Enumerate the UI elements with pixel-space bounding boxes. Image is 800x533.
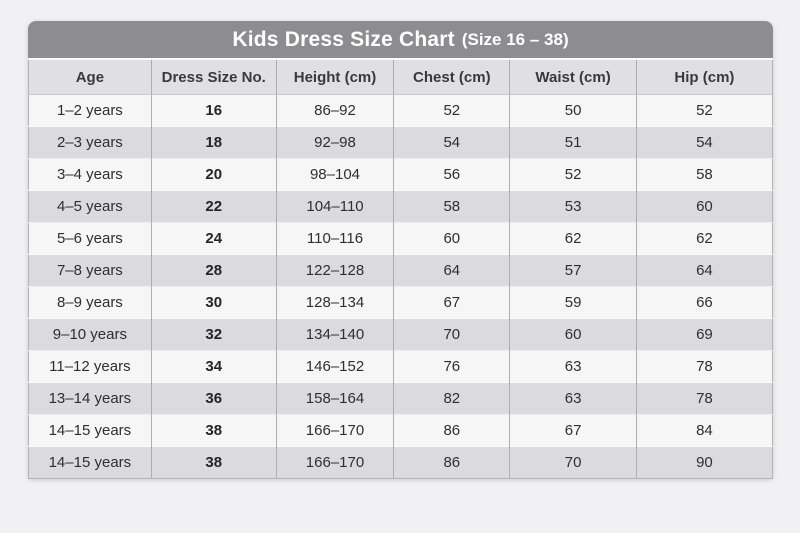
table-cell: 76	[393, 350, 511, 383]
table-cell: 52	[393, 94, 511, 127]
table-cell: 92–98	[276, 126, 395, 159]
table-cell: 14–15 years	[28, 446, 152, 479]
table-cell: 166–170	[276, 414, 395, 447]
table-row: 4–5 years 22 104–110 58 53 60	[28, 190, 773, 223]
table-cell: 1–2 years	[28, 94, 152, 127]
column-header: Height (cm)	[276, 58, 395, 95]
table-cell: 67	[509, 414, 637, 447]
table-cell: 54	[393, 126, 511, 159]
table-row: 5–6 years 24 110–116 60 62 62	[28, 222, 773, 255]
table-cell: 98–104	[276, 158, 395, 191]
size-chart-card: Kids Dress Size Chart (Size 16 – 38) Age…	[28, 21, 773, 479]
table-header: Age Dress Size No. Height (cm) Chest (cm) Wa…	[28, 58, 773, 95]
table-cell: 24	[151, 222, 277, 255]
table-cell: 63	[509, 350, 637, 383]
table-cell: 166–170	[276, 446, 395, 479]
chart-title-bar: Kids Dress Size Chart (Size 16 – 38)	[28, 21, 773, 58]
table-cell: 2–3 years	[28, 126, 152, 159]
table-row: 2–3 years 18 92–98 54 51 54	[28, 126, 773, 159]
table-cell: 70	[509, 446, 637, 479]
table-cell: 60	[509, 318, 637, 351]
column-header: Chest (cm)	[393, 58, 511, 95]
table-cell: 82	[393, 382, 511, 415]
table-cell: 51	[509, 126, 637, 159]
table-cell: 84	[636, 414, 773, 447]
table-cell: 52	[509, 158, 637, 191]
table-cell: 54	[636, 126, 773, 159]
table-cell: 60	[636, 190, 773, 223]
table-cell: 30	[151, 286, 277, 319]
table-cell: 70	[393, 318, 511, 351]
column-header: Age	[28, 58, 152, 95]
column-header: Dress Size No.	[151, 58, 277, 95]
table-row: 3–4 years 20 98–104 56 52 58	[28, 158, 773, 191]
table-cell: 14–15 years	[28, 414, 152, 447]
table-cell: 62	[509, 222, 637, 255]
table-cell: 122–128	[276, 254, 395, 287]
table-cell: 62	[636, 222, 773, 255]
table-cell: 104–110	[276, 190, 395, 223]
table-row: 14–15 years 38 166–170 86 67 84	[28, 414, 773, 447]
table-cell: 53	[509, 190, 637, 223]
table-cell: 4–5 years	[28, 190, 152, 223]
table-cell: 86	[393, 446, 511, 479]
table-cell: 9–10 years	[28, 318, 152, 351]
table-cell: 57	[509, 254, 637, 287]
table-cell: 86–92	[276, 94, 395, 127]
table-cell: 8–9 years	[28, 286, 152, 319]
column-header: Waist (cm)	[509, 58, 637, 95]
table-cell: 50	[509, 94, 637, 127]
table-cell: 13–14 years	[28, 382, 152, 415]
table-cell: 59	[509, 286, 637, 319]
table-cell: 28	[151, 254, 277, 287]
table-cell: 78	[636, 382, 773, 415]
table-cell: 158–164	[276, 382, 395, 415]
table-cell: 18	[151, 126, 277, 159]
size-table: Age Dress Size No. Height (cm) Chest (cm) Wa…	[28, 58, 773, 479]
table-row: 14–15 years 38 166–170 86 70 90	[28, 446, 773, 479]
table-row: 7–8 years 28 122–128 64 57 64	[28, 254, 773, 287]
table-cell: 11–12 years	[28, 350, 152, 383]
table-cell: 134–140	[276, 318, 395, 351]
table-row: 13–14 years 36 158–164 82 63 78	[28, 382, 773, 415]
table-cell: 7–8 years	[28, 254, 152, 287]
table-cell: 90	[636, 446, 773, 479]
table-header-row: Age Dress Size No. Height (cm) Chest (cm) Wa…	[28, 58, 773, 95]
table-cell: 3–4 years	[28, 158, 152, 191]
table-cell: 60	[393, 222, 511, 255]
table-cell: 52	[636, 94, 773, 127]
table-row: 9–10 years 32 134–140 70 60 69	[28, 318, 773, 351]
table-cell: 63	[509, 382, 637, 415]
table-cell: 16	[151, 94, 277, 127]
table-cell: 66	[636, 286, 773, 319]
table-cell: 86	[393, 414, 511, 447]
table-cell: 32	[151, 318, 277, 351]
table-cell: 69	[636, 318, 773, 351]
table-cell: 78	[636, 350, 773, 383]
table-body: 1–2 years 16 86–92 52 50 52 2–3 years 18 92–98 54…	[28, 94, 773, 479]
table-cell: 5–6 years	[28, 222, 152, 255]
table-cell: 34	[151, 350, 277, 383]
table-cell: 22	[151, 190, 277, 223]
chart-title-size-range: (Size 16 – 38)	[461, 29, 569, 49]
table-cell: 110–116	[276, 222, 395, 255]
table-cell: 56	[393, 158, 511, 191]
column-header: Hip (cm)	[636, 58, 773, 95]
table-row: 8–9 years 30 128–134 67 59 66	[28, 286, 773, 319]
table-cell: 38	[151, 414, 277, 447]
table-cell: 38	[151, 446, 277, 479]
table-cell: 64	[393, 254, 511, 287]
table-cell: 58	[636, 158, 773, 191]
table-cell: 146–152	[276, 350, 395, 383]
table-cell: 36	[151, 382, 277, 415]
table-cell: 64	[636, 254, 773, 287]
table-row: 1–2 years 16 86–92 52 50 52	[28, 94, 773, 127]
table-cell: 67	[393, 286, 511, 319]
chart-title: Kids Dress Size Chart	[232, 27, 455, 51]
table-cell: 128–134	[276, 286, 395, 319]
table-row: 11–12 years 34 146–152 76 63 78	[28, 350, 773, 383]
table-cell: 58	[393, 190, 511, 223]
table-cell: 20	[151, 158, 277, 191]
